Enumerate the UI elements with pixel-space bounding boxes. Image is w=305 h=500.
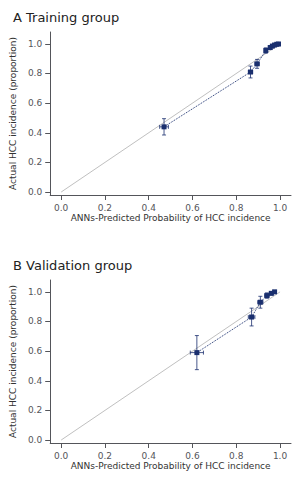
svg-text:0.4: 0.4 [142,451,157,461]
svg-text:0.2: 0.2 [98,203,112,213]
svg-text:0.2: 0.2 [28,405,42,415]
svg-text:0.0: 0.0 [28,187,43,197]
svg-text:0.2: 0.2 [98,451,112,461]
svg-text:Actual HCC incidence (proporti: Actual HCC incidence (proportion) [8,37,18,190]
svg-text:ANNs-Predicted Probability of: ANNs-Predicted Probability of HCC incide… [71,213,271,223]
svg-text:ANNs-Predicted Probability of: ANNs-Predicted Probability of HCC incide… [71,461,271,471]
svg-text:0.6: 0.6 [185,203,200,213]
svg-text:1.0: 1.0 [273,203,288,213]
svg-text:0.6: 0.6 [28,98,43,108]
svg-text:1.0: 1.0 [28,39,43,49]
svg-text:0.0: 0.0 [54,451,69,461]
svg-text:0.0: 0.0 [54,203,69,213]
svg-text:0.6: 0.6 [185,451,200,461]
svg-text:0.8: 0.8 [28,68,43,78]
svg-text:0.2: 0.2 [28,157,42,167]
svg-text:B Validation group: B Validation group [13,258,132,273]
svg-text:Actual HCC incidence (proporti: Actual HCC incidence (proportion) [8,285,18,438]
svg-text:0.4: 0.4 [142,203,157,213]
svg-text:1.0: 1.0 [28,287,43,297]
svg-text:0.8: 0.8 [229,451,244,461]
svg-text:0.4: 0.4 [28,376,43,386]
svg-text:A Training group: A Training group [13,10,119,25]
svg-text:1.0: 1.0 [273,451,288,461]
svg-text:0.8: 0.8 [229,203,244,213]
svg-text:0.0: 0.0 [28,435,43,445]
svg-text:0.4: 0.4 [28,128,43,138]
svg-text:0.8: 0.8 [28,316,43,326]
svg-text:0.6: 0.6 [28,346,43,356]
